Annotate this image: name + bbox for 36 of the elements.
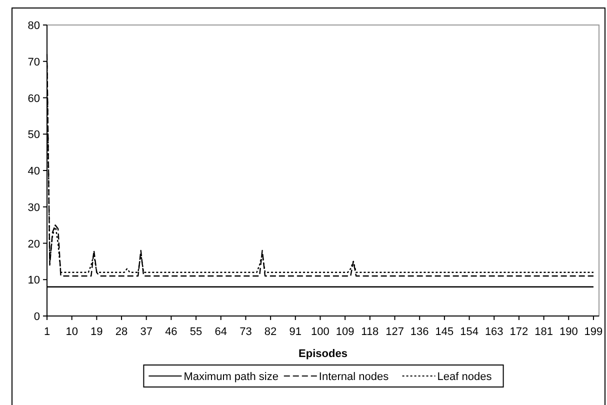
x-tick-label: 100: [311, 326, 330, 338]
x-tick-label: 127: [386, 326, 404, 338]
x-tick-label: 154: [460, 326, 478, 338]
x-tick-label: 82: [264, 326, 277, 338]
x-tick-label: 73: [240, 326, 252, 338]
x-tick-label: 199: [584, 326, 603, 338]
y-tick-label: 40: [28, 166, 40, 178]
y-tick-label: 70: [28, 56, 40, 68]
y-tick-label: 0: [34, 311, 40, 323]
x-tick-label: 145: [435, 326, 454, 338]
x-tick-label: 10: [66, 326, 78, 338]
x-tick-label: 91: [289, 326, 302, 338]
x-tick-label: 118: [361, 326, 379, 338]
legend-label: Internal nodes: [318, 371, 390, 383]
x-tick-label: 37: [140, 326, 152, 338]
x-tick-label: 46: [165, 326, 178, 338]
legend-label: Maximum path size: [184, 371, 278, 383]
x-tick-label: 181: [534, 326, 553, 338]
y-tick-label: 60: [28, 92, 40, 105]
x-tick-label: 55: [190, 326, 202, 338]
x-tick-label: 190: [559, 326, 578, 338]
x-tick-label: 28: [115, 326, 128, 338]
y-tick-label: 10: [28, 274, 40, 287]
x-tick-label: 109: [336, 326, 354, 338]
x-tick-label: 172: [510, 326, 528, 338]
x-tick-label: 163: [484, 326, 504, 338]
x-tick-label: 1: [44, 326, 50, 338]
legend-label: Leaf nodes: [437, 371, 492, 383]
y-tick-label: 50: [28, 129, 40, 142]
y-tick-label: 20: [28, 238, 40, 250]
x-tick-label: 136: [410, 326, 429, 338]
y-tick-label: 30: [28, 202, 40, 214]
x-tick-label: 19: [90, 326, 103, 338]
x-axis-title: Episodes: [298, 348, 348, 360]
y-tick-label: 80: [28, 20, 40, 32]
x-tick-label: 64: [214, 326, 228, 338]
